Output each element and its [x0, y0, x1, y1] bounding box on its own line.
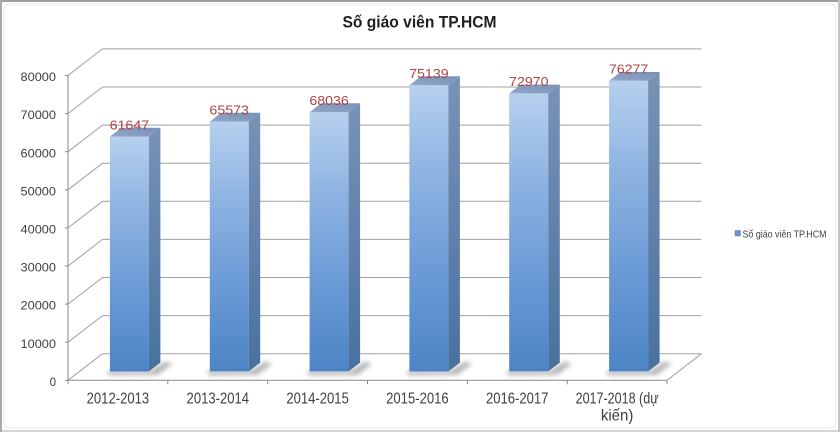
svg-text:2017-2018 (dự: 2017-2018 (dự: [576, 391, 659, 408]
svg-text:72970: 72970: [509, 75, 549, 89]
svg-text:65573: 65573: [209, 103, 249, 117]
svg-text:61647: 61647: [110, 118, 150, 132]
svg-text:50000: 50000: [21, 186, 57, 198]
svg-text:30000: 30000: [21, 263, 57, 275]
svg-text:Số giáo viên TP.HCM: Số giáo viên TP.HCM: [743, 228, 827, 240]
svg-text:2016-2017: 2016-2017: [486, 391, 549, 408]
svg-text:70000: 70000: [21, 110, 57, 122]
svg-text:Số giáo viên TP.HCM: Số giáo viên TP.HCM: [343, 14, 497, 32]
svg-text:60000: 60000: [21, 148, 57, 160]
svg-text:75139: 75139: [409, 67, 449, 81]
svg-text:76277: 76277: [609, 63, 649, 77]
svg-text:80000: 80000: [21, 72, 57, 84]
svg-text:2014-2015: 2014-2015: [286, 391, 349, 408]
svg-text:68036: 68036: [309, 94, 349, 108]
svg-text:2012-2013: 2012-2013: [87, 391, 150, 408]
svg-text:20000: 20000: [21, 301, 57, 313]
svg-text:2013-2014: 2013-2014: [187, 391, 250, 408]
svg-text:0: 0: [50, 377, 56, 389]
svg-text:40000: 40000: [21, 225, 57, 237]
svg-text:10000: 10000: [21, 339, 57, 351]
svg-text:kiến): kiến): [601, 408, 634, 425]
svg-text:2015-2016: 2015-2016: [386, 391, 449, 408]
